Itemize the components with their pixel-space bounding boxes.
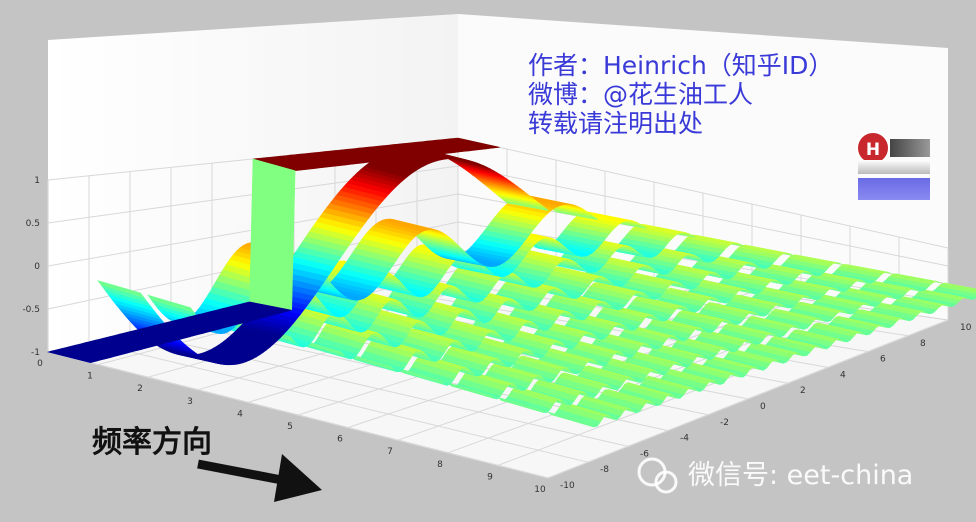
x-tick-label: 3 (187, 397, 193, 407)
y-tick-label: 4 (840, 370, 846, 380)
y-tick-label: -2 (720, 418, 729, 428)
z-tick-label: 1 (34, 176, 40, 186)
weibo-line: 微博：@花生油工人 (528, 80, 753, 109)
y-tick-label: -6 (640, 449, 649, 459)
y-tick-label: -10 (560, 481, 575, 491)
y-tick-label: 0 (760, 402, 766, 412)
x-tick-label: 6 (337, 435, 343, 445)
surface-patch (249, 158, 296, 311)
y-tick-label: -8 (600, 465, 609, 475)
wechat-watermark: 微信号: eet-china (637, 457, 913, 494)
y-tick-label: 8 (920, 339, 926, 349)
x-tick-label: 2 (137, 384, 143, 394)
surface-patch (147, 294, 195, 313)
author-line: 作者：Heinrich（知乎ID） (528, 51, 833, 80)
surface-patch (97, 280, 145, 299)
surface-patch (497, 397, 544, 413)
legend-swatch-blue (858, 178, 930, 200)
watermark-text: 微信号: eet-china (688, 460, 913, 491)
x-tick-label: 5 (287, 422, 293, 432)
y-tick-label: 10 (960, 323, 972, 333)
x-tick-label: 4 (237, 409, 243, 419)
z-tick-label: -0.5 (22, 305, 40, 315)
x-tick-label: 10 (534, 485, 546, 495)
frequency-direction-label: 频率方向 (92, 425, 212, 460)
x-tick-label: 8 (437, 460, 443, 470)
y-tick-label: 6 (880, 355, 886, 365)
y-tick-label: 2 (800, 386, 806, 396)
x-tick-label: 1 (87, 372, 93, 382)
logo-letter: H (866, 140, 880, 160)
z-tick-label: 0 (34, 262, 40, 272)
surface-patch (547, 411, 594, 428)
frequency-direction-arrow-icon (197, 454, 322, 502)
author-annotation: 作者：Heinrich（知乎ID） 微博：@花生油工人 转载请注明出处 (528, 51, 833, 138)
x-tick-label: 9 (487, 472, 493, 482)
surface-patch (447, 382, 495, 399)
surface-patch (46, 350, 96, 364)
legend-swatch-light (858, 160, 930, 174)
y-axis-line (547, 319, 949, 479)
repost-line: 转载请注明出处 (528, 109, 703, 138)
logo-legend: H (856, 131, 930, 200)
x-tick-label: 7 (387, 447, 393, 457)
floor-grid-line (88, 341, 589, 463)
x-tick-label: 0 (37, 359, 43, 369)
x-axis-line (47, 351, 549, 479)
legend-swatch-dark (890, 139, 930, 157)
y-tick-label: -4 (680, 434, 689, 444)
z-tick-label: -1 (31, 348, 40, 358)
z-tick-label: 0.5 (26, 219, 40, 229)
surface-mesh (46, 137, 976, 428)
